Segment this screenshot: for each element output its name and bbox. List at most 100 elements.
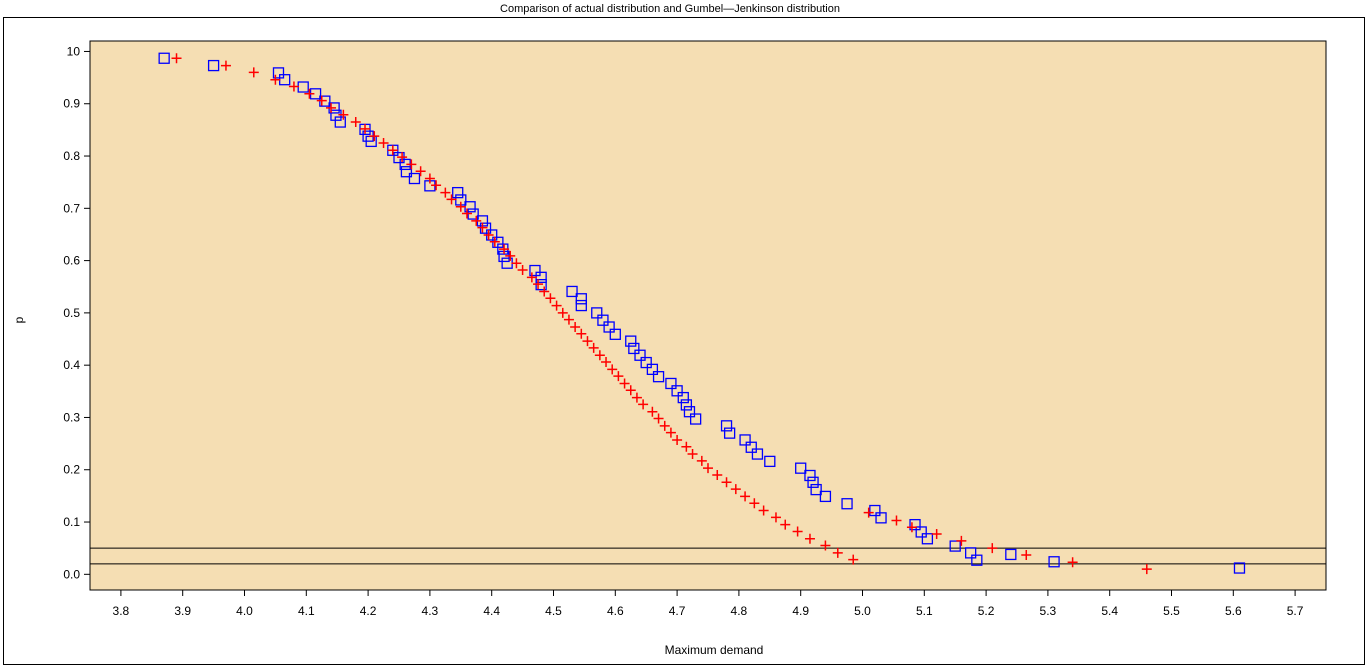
plus-marker [906,522,917,533]
plus-marker [687,449,698,460]
plus-marker [387,145,398,156]
square-marker [810,483,822,496]
x-tick-label: 4.8 [731,604,748,618]
square-marker [720,420,733,432]
square-marker [841,498,853,510]
plus-marker [570,322,581,333]
plus-marker [563,314,574,325]
plus-marker [956,535,967,546]
y-tick-label: 0.1 [63,515,80,529]
plus-marker [415,166,426,177]
square-marker [400,166,413,178]
square-marker [909,518,921,531]
plus-marker [326,102,337,113]
square-marker [683,406,696,418]
y-axis-label: p [12,316,26,323]
square-marker [739,434,751,446]
plus-marker [653,413,664,424]
x-tick-label: 4.3 [422,604,439,618]
plus-marker [397,152,408,163]
square-marker [677,391,689,404]
square-marker [804,469,816,482]
plus-marker [539,286,550,297]
plus-marker [582,336,593,347]
x-tick-label: 4.7 [669,604,686,618]
plus-marker [588,342,599,353]
plus-marker [316,95,327,106]
plus-marker [848,554,859,565]
plus-marker [545,293,556,304]
square-marker [949,540,961,552]
y-tick-label: 0.0 [63,567,80,581]
plus-marker [594,350,605,361]
plus-marker [551,300,562,311]
square-marker [452,186,464,199]
x-tick-label: 4.1 [298,604,315,618]
x-axis: 3.8 3.9 4.0 4.1 4.2 4.3 4.4 4.5 4.6 4.7 4.8 4.9 5.0 5… [113,590,1304,618]
x-tick-label: 5.4 [1101,604,1118,618]
square-marker [689,413,702,425]
plus-marker [832,547,843,558]
square-marker [408,172,421,185]
plus-marker [440,187,451,198]
plus-marker [248,67,259,78]
square-marker [795,462,807,474]
x-tick-label: 4.2 [360,604,377,618]
square-marker [597,314,609,326]
y-axis: 0.0 0.1 0.2 0.3 0.4 0.5 0.6 0.7 0.8 0.9 10 [63,44,90,581]
square-marker [1233,562,1246,574]
square-marker [575,293,587,305]
y-tick-label: 0.4 [63,358,80,372]
plus-marker [712,469,723,480]
square-marker [680,399,693,411]
plus-marker [526,272,537,283]
plus-marker [270,74,281,85]
plus-marker [304,88,315,99]
plus-marker [477,222,488,233]
x-tick-label: 4.0 [236,604,253,618]
x-tick-label: 4.9 [792,604,809,618]
x-tick-label: 5.7 [1287,604,1304,618]
plus-marker [638,399,649,410]
plus-marker [659,420,670,431]
plus-marker [696,455,707,466]
plus-marker [619,378,630,389]
plus-marker [681,441,692,452]
y-tick-label: 0.7 [63,201,80,215]
plus-marker [220,60,231,71]
plus-marker [288,81,299,92]
plot-area [89,40,1327,591]
plus-marker [483,229,494,240]
square-marker [646,363,659,376]
plus-marker [730,484,741,495]
square-marker [625,335,637,347]
plus-marker [863,507,874,518]
plus-marker [533,279,544,290]
x-tick-label: 3.8 [113,604,130,618]
square-marker [566,285,578,298]
plus-marker [369,131,380,142]
plus-marker [607,364,618,375]
square-marker [745,441,757,453]
plus-marker [703,463,713,474]
square-marker [575,299,587,312]
x-tick-label: 5.3 [1040,604,1057,618]
square-marker [921,533,934,545]
plus-marker [471,215,482,226]
plus-marker [446,194,457,205]
plus-marker [489,236,500,247]
y-tick-label: 0.3 [63,410,80,424]
square-marker [334,116,346,128]
square-marker [591,307,603,319]
plus-marker [511,258,522,269]
square-marker [1048,556,1060,568]
reference-lines [90,547,1326,565]
plus-marker [820,540,831,551]
x-tick-label: 4.5 [545,604,562,618]
x-tick-label: 5.6 [1225,604,1242,618]
plus-marker [1141,564,1152,575]
square-marker [529,264,541,277]
plus-marker [631,392,642,403]
